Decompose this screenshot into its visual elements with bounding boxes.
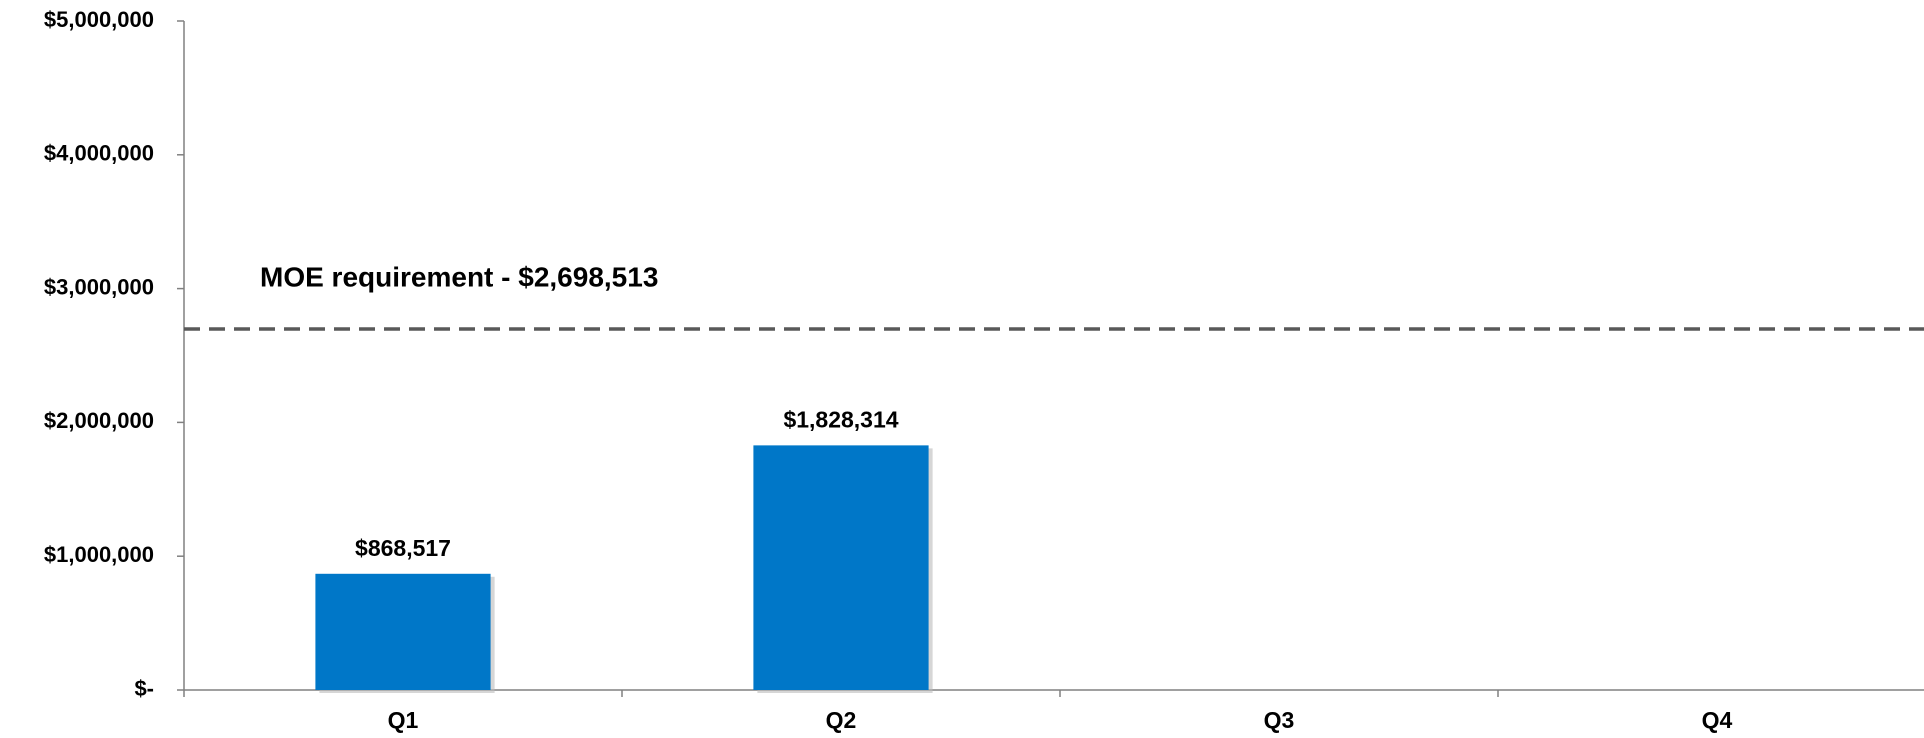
- y-tick-label: $4,000,000: [44, 141, 154, 166]
- bar: [315, 573, 491, 690]
- value-label: $868,517: [355, 535, 451, 561]
- y-tick-label: $2,000,000: [44, 408, 154, 433]
- y-tick-label: $5,000,000: [44, 7, 154, 32]
- x-tick-label: Q1: [388, 707, 419, 733]
- x-tick-label: Q4: [1702, 707, 1733, 733]
- value-label: $1,828,314: [783, 406, 898, 432]
- x-tick-label: Q2: [826, 707, 857, 733]
- y-tick-label: $3,000,000: [44, 274, 154, 299]
- x-tick-label: Q3: [1264, 707, 1295, 733]
- y-tick-label: $-: [134, 676, 154, 701]
- reference-label: MOE requirement - $2,698,513: [260, 261, 658, 292]
- y-tick-label: $1,000,000: [44, 542, 154, 567]
- bar: [753, 445, 929, 690]
